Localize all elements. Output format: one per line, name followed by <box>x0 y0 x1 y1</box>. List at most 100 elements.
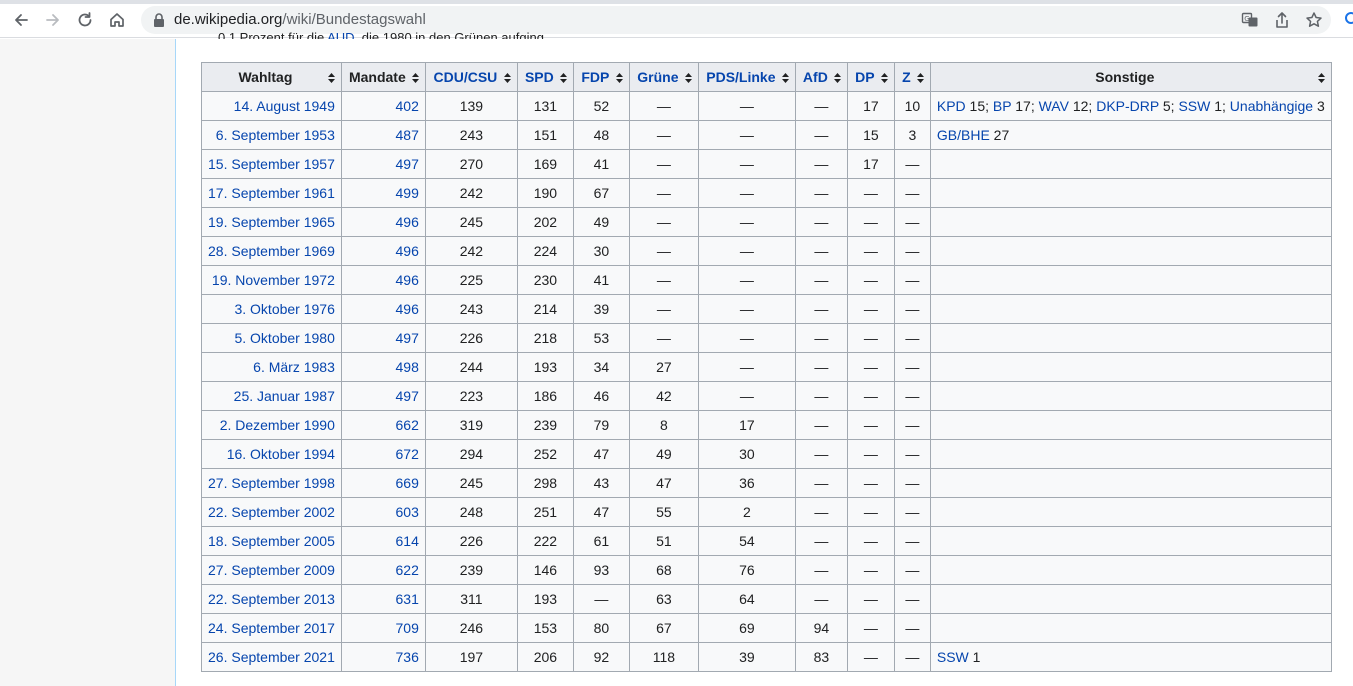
cell-mandate-link[interactable]: 669 <box>395 475 419 491</box>
cell-mandate-link[interactable]: 496 <box>395 301 419 317</box>
cell-spd: 169 <box>516 149 574 179</box>
cell-z: — <box>893 352 931 382</box>
forward-arrow-icon[interactable] <box>41 8 65 32</box>
cell-wahltag-link[interactable]: 26. September 2021 <box>208 649 335 665</box>
cell-wahltag-link[interactable]: 22. September 2002 <box>208 504 335 520</box>
party-link[interactable]: SSW <box>936 649 969 665</box>
cell-mandate-link[interactable]: 487 <box>395 127 419 143</box>
header-afd[interactable]: AfD <box>794 62 848 92</box>
cell-z: — <box>893 207 931 237</box>
cell-mandate-link[interactable]: 603 <box>395 504 419 520</box>
cell-mandate-link[interactable]: 614 <box>395 533 419 549</box>
header-z[interactable]: Z <box>893 62 931 92</box>
cell-gruene: 42 <box>628 381 699 411</box>
cell-mandate-link[interactable]: 496 <box>395 243 419 259</box>
sort-icon[interactable] <box>615 73 623 83</box>
cell-gruene: 68 <box>628 555 699 585</box>
aud-link[interactable]: AUD <box>327 30 355 39</box>
cell-wahltag-link[interactable]: 19. November 1972 <box>211 272 335 288</box>
party-link[interactable]: KPD <box>936 98 966 114</box>
cell-mandate-link[interactable]: 709 <box>395 620 419 636</box>
cell-mandate-link[interactable]: 662 <box>395 417 419 433</box>
sort-icon[interactable] <box>684 73 692 83</box>
party-link[interactable]: Unabhängige <box>1229 98 1314 114</box>
header-sonstige[interactable]: Sonstige <box>929 62 1332 92</box>
party-link[interactable]: BP <box>992 98 1012 114</box>
cell-mandate-link[interactable]: 497 <box>395 156 419 172</box>
lock-icon[interactable] <box>153 13 165 27</box>
cell-wahltag-link[interactable]: 2. Dezember 1990 <box>219 417 335 433</box>
cell-mandate-link[interactable]: 622 <box>395 562 419 578</box>
sort-icon[interactable] <box>327 73 335 83</box>
cell-mandate-link[interactable]: 402 <box>395 98 419 114</box>
cell-wahltag: 22. September 2002 <box>201 497 342 527</box>
url-text[interactable]: de.wikipedia.org/wiki/Bundestagswahl <box>174 11 426 28</box>
table-row: 22. September 2002 603 248 251 47 55 2— — — <box>201 497 1332 527</box>
sort-icon[interactable] <box>781 73 789 83</box>
header-spd[interactable]: SPD <box>516 62 574 92</box>
party-link[interactable]: GB/BHE <box>936 127 990 143</box>
sort-icon[interactable] <box>503 73 511 83</box>
cell-wahltag-link[interactable]: 28. September 1969 <box>208 243 335 259</box>
header-gruene[interactable]: Grüne <box>628 62 699 92</box>
cell-fdp: — <box>572 584 630 614</box>
cell-mandate-link[interactable]: 496 <box>395 214 419 230</box>
cell-dp: 15 <box>846 120 895 150</box>
sort-icon[interactable] <box>833 73 841 83</box>
cell-dp: — <box>846 497 895 527</box>
cell-wahltag-link[interactable]: 16. Oktober 1994 <box>226 446 335 462</box>
cell-z: — <box>893 178 931 208</box>
cell-dp: — <box>846 352 895 382</box>
reload-icon[interactable] <box>73 8 97 32</box>
cell-fdp: 47 <box>572 497 630 527</box>
sort-icon[interactable] <box>880 73 888 83</box>
cell-wahltag-link[interactable]: 24. September 2017 <box>208 620 335 636</box>
party-link[interactable]: WAV <box>1038 98 1069 114</box>
cell-wahltag-link[interactable]: 3. Oktober 1976 <box>234 301 335 317</box>
cell-wahltag-link[interactable]: 18. September 2005 <box>208 533 335 549</box>
cell-mandate: 496 <box>340 236 426 266</box>
back-arrow-icon[interactable] <box>9 8 33 32</box>
sort-icon[interactable] <box>916 73 924 83</box>
cell-wahltag-link[interactable]: 15. September 1957 <box>208 156 335 172</box>
header-pds-linke[interactable]: PDS/Linke <box>697 62 796 92</box>
address-bar[interactable]: de.wikipedia.org/wiki/Bundestagswahl G <box>141 6 1331 34</box>
sort-icon[interactable] <box>1317 73 1325 83</box>
cell-mandate-link[interactable]: 497 <box>395 388 419 404</box>
cell-mandate-link[interactable]: 499 <box>395 185 419 201</box>
cell-wahltag-link[interactable]: 27. September 1998 <box>208 475 335 491</box>
cell-pds-linke: — <box>697 352 796 382</box>
cell-sonstige <box>929 497 1332 527</box>
header-wahltag[interactable]: Wahltag <box>201 62 342 92</box>
extension-icon[interactable] <box>1343 10 1353 28</box>
cell-mandate-link[interactable]: 498 <box>395 359 419 375</box>
cell-wahltag-link[interactable]: 6. März 1983 <box>253 359 335 375</box>
cell-wahltag-link[interactable]: 22. September 2013 <box>208 591 335 607</box>
cell-mandate-link[interactable]: 672 <box>395 446 419 462</box>
cell-mandate-link[interactable]: 631 <box>395 591 419 607</box>
sort-icon[interactable] <box>559 73 567 83</box>
header-fdp[interactable]: FDP <box>572 62 630 92</box>
bookmark-star-icon[interactable] <box>1305 11 1323 29</box>
cell-wahltag-link[interactable]: 19. September 1965 <box>208 214 335 230</box>
cell-mandate: 496 <box>340 207 426 237</box>
party-link[interactable]: SSW <box>1178 98 1211 114</box>
share-icon[interactable] <box>1273 11 1291 29</box>
cell-mandate-link[interactable]: 736 <box>395 649 419 665</box>
header-cdu-csu[interactable]: CDU/CSU <box>424 62 518 92</box>
home-icon[interactable] <box>105 8 129 32</box>
header-dp[interactable]: DP <box>846 62 895 92</box>
cell-mandate-link[interactable]: 497 <box>395 330 419 346</box>
cell-wahltag-link[interactable]: 27. September 2009 <box>208 562 335 578</box>
cell-pds-linke: — <box>697 323 796 353</box>
cell-wahltag-link[interactable]: 17. September 1961 <box>208 185 335 201</box>
translate-icon[interactable]: G <box>1241 11 1259 29</box>
party-link[interactable]: DKP-DRP <box>1096 98 1159 114</box>
cell-wahltag-link[interactable]: 25. Januar 1987 <box>233 388 335 404</box>
cell-wahltag-link[interactable]: 5. Oktober 1980 <box>234 330 335 346</box>
cell-wahltag-link[interactable]: 6. September 1953 <box>215 127 335 143</box>
cell-wahltag-link[interactable]: 14. August 1949 <box>233 98 335 114</box>
header-mandate[interactable]: Mandate <box>340 62 426 92</box>
cell-mandate-link[interactable]: 496 <box>395 272 419 288</box>
sort-icon[interactable] <box>411 73 419 83</box>
